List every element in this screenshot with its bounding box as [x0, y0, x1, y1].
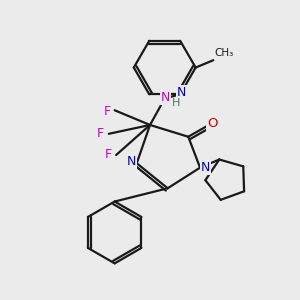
Text: F: F — [96, 127, 103, 140]
Text: F: F — [104, 105, 111, 118]
Text: CH₃: CH₃ — [215, 48, 234, 58]
Text: O: O — [207, 117, 218, 130]
Text: N: N — [201, 160, 210, 174]
Text: N: N — [160, 92, 170, 104]
Text: N: N — [127, 155, 136, 168]
Text: F: F — [105, 148, 112, 161]
Text: N: N — [177, 86, 186, 99]
Text: H: H — [172, 98, 180, 108]
